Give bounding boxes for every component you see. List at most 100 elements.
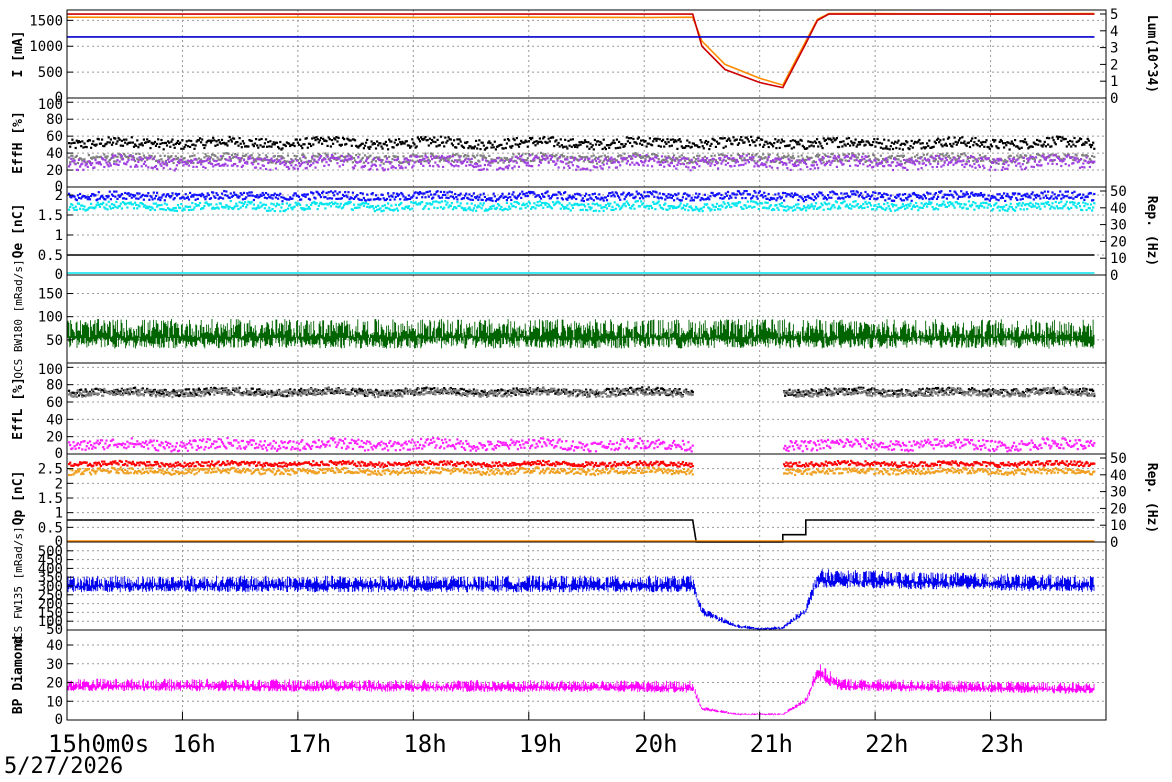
data-point [788,144,791,147]
data-point [148,140,151,143]
data-point [902,154,906,157]
data-point [568,160,571,163]
data-point [818,141,821,144]
data-point [811,205,814,208]
data-point [258,158,261,161]
data-point [205,387,208,390]
data-point [534,144,537,147]
data-point [668,145,671,148]
data-point [378,159,381,162]
data-point [915,201,918,205]
data-point [478,168,481,171]
data-point [427,195,430,198]
data-point [598,143,601,146]
data-point [115,160,118,163]
data-point [776,140,779,143]
data-point [977,157,980,160]
data-point [951,145,954,148]
data-point [828,138,831,141]
data-point [615,138,618,141]
data-point [541,192,544,196]
data-point [1022,159,1025,163]
data-point [855,190,858,193]
data-point [879,146,882,149]
data-point [655,191,658,194]
data-point [594,156,598,159]
data-point [553,160,556,163]
data-point [695,192,698,195]
data-point [676,163,679,166]
data-point [70,196,73,199]
data-point [200,163,203,166]
data-point [570,155,573,158]
data-point [921,206,924,210]
data-point [537,156,540,159]
data-point [917,157,920,160]
data-point [601,197,604,200]
data-point [306,146,309,149]
data-point [214,196,217,199]
data-point [336,192,339,195]
data-point [555,139,558,142]
data-point [1034,202,1038,205]
data-point [173,390,176,393]
data-point [864,143,867,146]
data-point [1082,154,1085,157]
data-point [234,205,237,208]
data-point [119,153,122,157]
data-point [778,158,781,161]
data-point [822,157,825,160]
data-point [963,165,966,169]
data-point [609,159,612,162]
data-point [86,198,89,201]
data-point [832,137,835,140]
data-point [226,194,229,197]
data-point [336,162,339,165]
data-point [259,167,262,170]
data-point [742,207,745,210]
data-point [73,195,76,198]
data-point [616,146,620,149]
data-point [114,205,117,208]
data-point [948,154,951,157]
data-point [552,201,555,204]
data-point [889,164,892,167]
data-point [952,196,955,199]
data-point [896,208,899,211]
data-point [77,158,81,161]
data-point [967,141,970,144]
data-point [607,202,610,205]
data-point [226,205,229,208]
data-point [123,153,126,156]
data-point [174,206,177,210]
data-point [741,197,744,200]
data-point [795,193,798,196]
data-point [810,197,813,200]
data-point [464,154,467,157]
data-point [717,167,720,170]
data-point [977,139,980,142]
data-point [545,154,548,157]
data-point [259,144,262,147]
data-point [295,159,298,162]
data-point [748,205,752,208]
data-point [160,203,163,207]
data-point [316,208,319,211]
data-point [607,194,610,197]
data-point [621,143,624,146]
data-point [484,199,488,202]
data-point [126,206,129,209]
data-point [596,162,599,165]
data-point [508,139,511,142]
data-point [431,153,434,156]
data-point [698,154,701,157]
data-point [789,195,792,198]
data-point [195,158,198,161]
data-point [192,165,195,168]
data-point [1015,159,1018,162]
data-point [246,145,249,148]
data-point [697,157,700,160]
data-point [418,155,422,158]
data-point [77,202,81,205]
data-point [895,146,898,150]
